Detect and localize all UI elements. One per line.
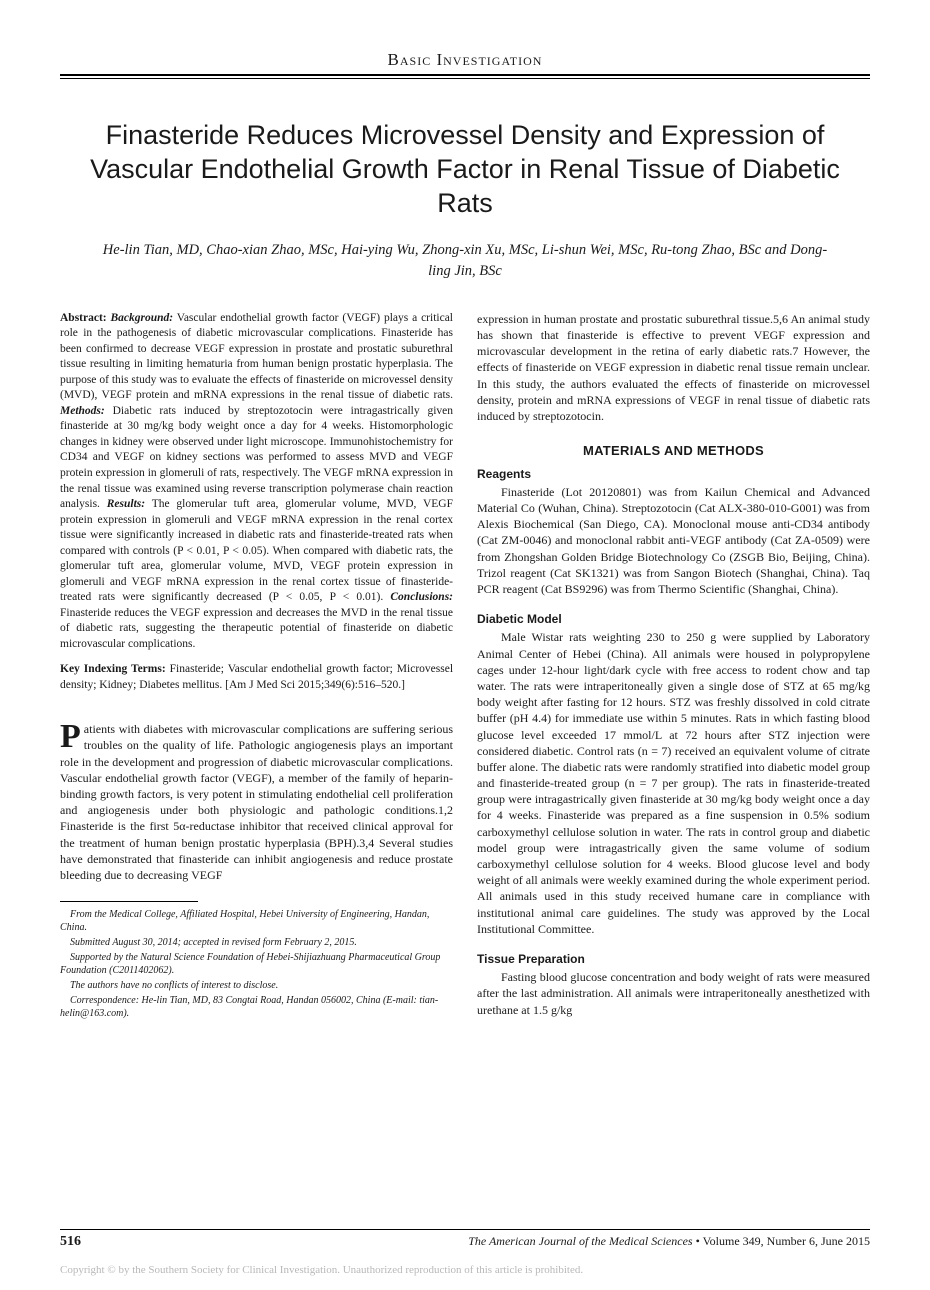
right-column: expression in human prostate and prostat… xyxy=(477,311,870,1022)
footer-sep: • xyxy=(693,1234,703,1248)
footnote-affiliation: From the Medical College, Affiliated Hos… xyxy=(60,908,453,934)
reagents-heading: Reagents xyxy=(477,466,870,482)
col2-p1: expression in human prostate and prostat… xyxy=(477,311,870,424)
abstract-results: The glomerular tuft area, glomerular vol… xyxy=(60,498,453,603)
abstract: Abstract: Background: Vascular endotheli… xyxy=(60,311,453,652)
footnote-correspondence: Correspondence: He-lin Tian, MD, 83 Cong… xyxy=(60,994,453,1020)
results-label: Results: xyxy=(107,498,145,510)
article-title: Finasteride Reduces Microvessel Density … xyxy=(60,119,870,220)
issue-info: Volume 349, Number 6, June 2015 xyxy=(703,1234,870,1248)
methods-label: Methods: xyxy=(60,405,105,417)
diabetic-model-heading: Diabetic Model xyxy=(477,611,870,627)
abstract-conclusions: Finasteride reduces the VEGF expression … xyxy=(60,607,453,650)
conclusions-label: Conclusions: xyxy=(390,591,453,603)
methods-heading: MATERIALS AND METHODS xyxy=(477,442,870,460)
key-terms: Key Indexing Terms: Finasteride; Vascula… xyxy=(60,662,453,693)
tissue-prep-text: Fasting blood glucose concentration and … xyxy=(477,969,870,1018)
footnote-funding: Supported by the Natural Science Foundat… xyxy=(60,951,453,977)
abstract-label: Abstract: xyxy=(60,312,107,324)
footnote-dates: Submitted August 30, 2014; accepted in r… xyxy=(60,936,453,949)
journal-name: The American Journal of the Medical Scie… xyxy=(468,1234,692,1248)
abstract-methods: Diabetic rats induced by streptozotocin … xyxy=(60,405,453,510)
reagents-text: Finasteride (Lot 20120801) was from Kail… xyxy=(477,484,870,597)
copyright-notice: Copyright © by the Southern Society for … xyxy=(60,1264,583,1276)
left-column: Abstract: Background: Vascular endotheli… xyxy=(60,311,453,1022)
footnote-rule xyxy=(60,901,198,902)
page-footer: 516 The American Journal of the Medical … xyxy=(60,1229,870,1250)
dropcap: P xyxy=(60,721,84,751)
top-rule xyxy=(60,74,870,76)
intro-text: atients with diabetes with microvascular… xyxy=(60,722,453,882)
footnote-coi: The authors have no conflicts of interes… xyxy=(60,979,453,992)
two-column-body: Abstract: Background: Vascular endotheli… xyxy=(60,311,870,1022)
section-header: Basic Investigation xyxy=(60,50,870,70)
thin-rule xyxy=(60,78,870,79)
footer-rule xyxy=(60,1229,870,1230)
intro-paragraph: Patients with diabetes with microvascula… xyxy=(60,721,453,883)
footnotes: From the Medical College, Affiliated Hos… xyxy=(60,908,453,1020)
abstract-background: Vascular endothelial growth factor (VEGF… xyxy=(60,312,453,402)
key-terms-label: Key Indexing Terms: xyxy=(60,663,166,675)
diabetic-model-text: Male Wistar rats weighting 230 to 250 g … xyxy=(477,629,870,937)
authors: He-lin Tian, MD, Chao-xian Zhao, MSc, Ha… xyxy=(60,240,870,281)
page-number: 516 xyxy=(60,1234,81,1250)
journal-reference: The American Journal of the Medical Scie… xyxy=(468,1234,870,1250)
tissue-prep-heading: Tissue Preparation xyxy=(477,951,870,967)
background-label: Background: xyxy=(111,312,174,324)
